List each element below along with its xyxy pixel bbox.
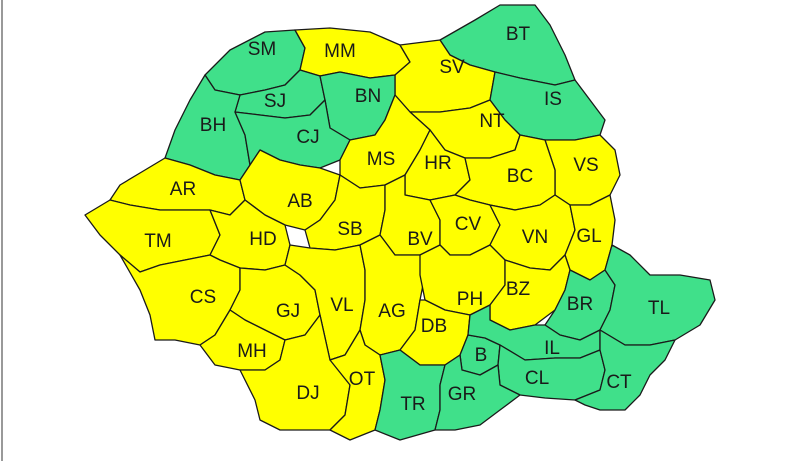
label-VN: VN [522,227,548,248]
label-CS: CS [190,287,216,308]
county-GR[interactable] [434,354,521,431]
label-GL: GL [576,226,601,247]
label-CJ: CJ [296,127,319,148]
label-BR: BR [567,294,593,315]
label-AG: AG [378,301,405,322]
label-AR: AR [170,179,196,200]
label-NT: NT [479,111,505,132]
label-TM: TM [144,231,171,252]
label-SJ: SJ [264,91,286,112]
label-BC: BC [507,166,533,187]
county-TL[interactable] [599,244,716,346]
label-IS: IS [544,89,562,110]
label-TL: TL [648,298,670,319]
label-DJ: DJ [296,383,319,404]
label-DB: DB [421,316,447,337]
label-CV: CV [455,214,482,235]
counties-layer [84,4,716,441]
label-PH: PH [457,289,483,310]
county-CT[interactable] [574,329,676,411]
label-SV: SV [439,57,465,78]
label-BT: BT [506,24,531,45]
label-HD: HD [249,229,276,250]
label-TR: TR [400,394,425,415]
label-MS: MS [367,149,396,170]
label-VS: VS [573,155,598,176]
label-CT: CT [606,372,632,393]
label-IL: IL [544,338,560,359]
label-GJ: GJ [276,301,300,322]
label-GR: GR [448,384,477,405]
label-BV: BV [407,229,433,250]
label-OT: OT [349,369,376,390]
label-BH: BH [200,115,226,136]
label-VL: VL [330,295,353,316]
label-SM: SM [248,39,277,60]
label-B: B [475,345,488,366]
label-CL: CL [525,368,549,389]
label-AB: AB [287,191,312,212]
label-SB: SB [337,219,362,240]
label-BN: BN [355,86,381,107]
label-MM: MM [324,41,356,62]
label-HR: HR [424,153,451,174]
label-MH: MH [237,341,267,362]
label-BZ: BZ [506,279,531,300]
county-labels-layer: SM MM BT SV SJ BN IS BH CJ NT MS HR VS A… [144,24,670,415]
